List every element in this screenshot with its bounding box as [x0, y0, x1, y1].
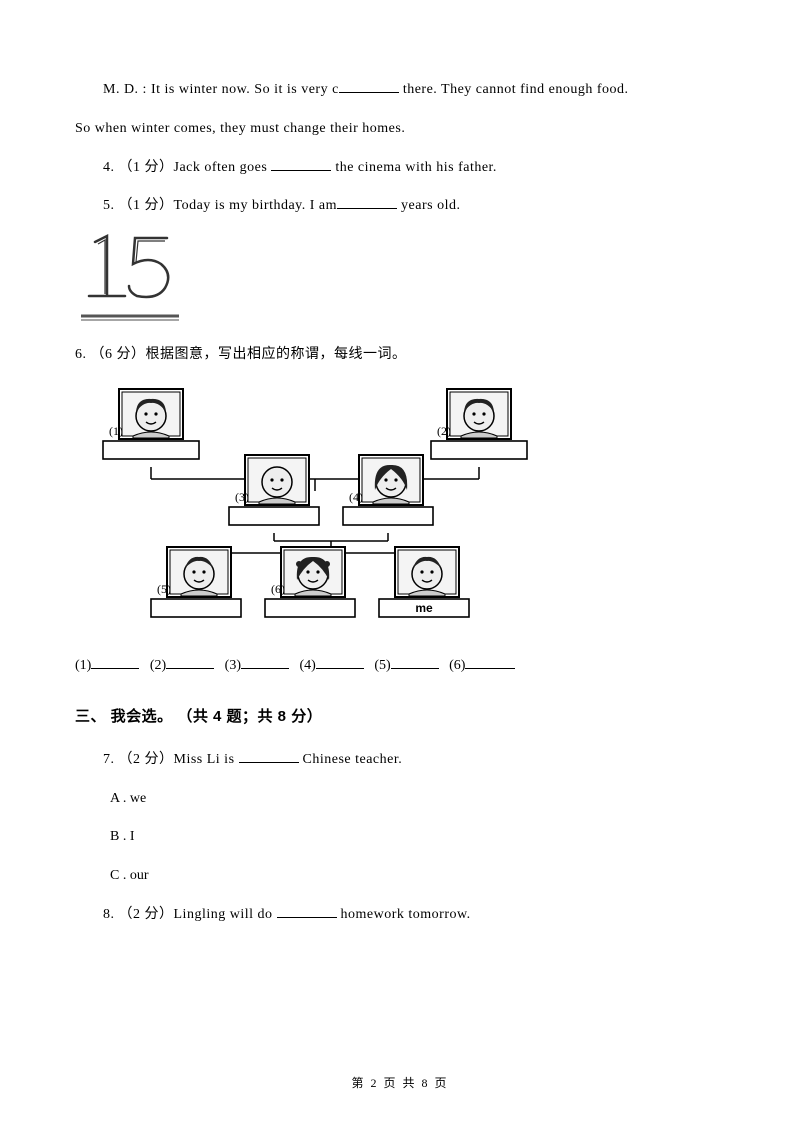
ans-blank-6[interactable]: [465, 655, 515, 669]
page-footer: 第 2 页 共 8 页: [0, 1070, 800, 1096]
question-4: 4. （1 分）Jack often goes the cinema with …: [75, 153, 725, 184]
passage-text-post: there. They cannot find enough food.: [399, 82, 629, 97]
question-5: 5. （1 分）Today is my birthday. I am years…: [75, 191, 725, 222]
ans-label-6: (6): [449, 658, 465, 673]
q8-blank[interactable]: [277, 904, 337, 918]
q8-pre: 8. （2 分）Lingling will do: [103, 907, 277, 922]
ans-label-4: (4): [299, 658, 315, 673]
q7-blank[interactable]: [239, 749, 299, 763]
q7-option-c[interactable]: C . our: [75, 861, 725, 892]
passage-text-pre: M. D. : It is winter now. So it is very …: [103, 82, 339, 97]
svg-text:(1): (1): [109, 424, 123, 438]
svg-text:(2): (2): [437, 424, 451, 438]
q8-post: homework tomorrow.: [337, 907, 471, 922]
q4-pre: 4. （1 分）Jack often goes: [103, 160, 271, 175]
question-6: 6. （6 分）根据图意，写出相应的称谓，每线一词。: [75, 340, 725, 371]
answer-blanks-row: (1) (2) (3) (4) (5) (6): [75, 651, 725, 682]
q7-post: Chinese teacher.: [299, 752, 403, 767]
q7-option-b[interactable]: B . I: [75, 822, 725, 853]
ans-label-1: (1): [75, 658, 91, 673]
image-number-15: [75, 230, 725, 326]
q7-pre: 7. （2 分）Miss Li is: [103, 752, 239, 767]
ans-blank-3[interactable]: [241, 655, 289, 669]
passage-line-1: M. D. : It is winter now. So it is very …: [75, 75, 725, 106]
svg-text:me: me: [415, 601, 433, 615]
svg-text:(3): (3): [235, 490, 249, 504]
ans-label-5: (5): [374, 658, 390, 673]
ans-label-2: (2): [150, 658, 166, 673]
q4-blank[interactable]: [271, 157, 331, 171]
blank-c[interactable]: [339, 79, 399, 93]
family-tree-diagram: (1) (2) (3) (4) (5) (6) me: [79, 381, 725, 637]
question-7: 7. （2 分）Miss Li is Chinese teacher.: [75, 745, 725, 776]
question-8: 8. （2 分）Lingling will do homework tomorr…: [75, 900, 725, 931]
ans-blank-1[interactable]: [91, 655, 139, 669]
section-3-heading: 三、 我会选。 （共 4 题；共 8 分）: [75, 700, 725, 733]
ans-blank-4[interactable]: [316, 655, 364, 669]
q5-pre: 5. （1 分）Today is my birthday. I am: [103, 198, 337, 213]
svg-text:(4): (4): [349, 490, 363, 504]
ans-blank-2[interactable]: [166, 655, 214, 669]
q5-blank[interactable]: [337, 195, 397, 209]
ans-label-3: (3): [225, 658, 241, 673]
passage-line-2: So when winter comes, they must change t…: [75, 114, 725, 145]
q4-tail: the cinema with his father.: [331, 160, 497, 175]
svg-text:(5): (5): [157, 582, 171, 596]
q7-option-a[interactable]: A . we: [75, 784, 725, 815]
svg-text:(6): (6): [271, 582, 285, 596]
q5-tail: years old.: [397, 198, 460, 213]
ans-blank-5[interactable]: [391, 655, 439, 669]
